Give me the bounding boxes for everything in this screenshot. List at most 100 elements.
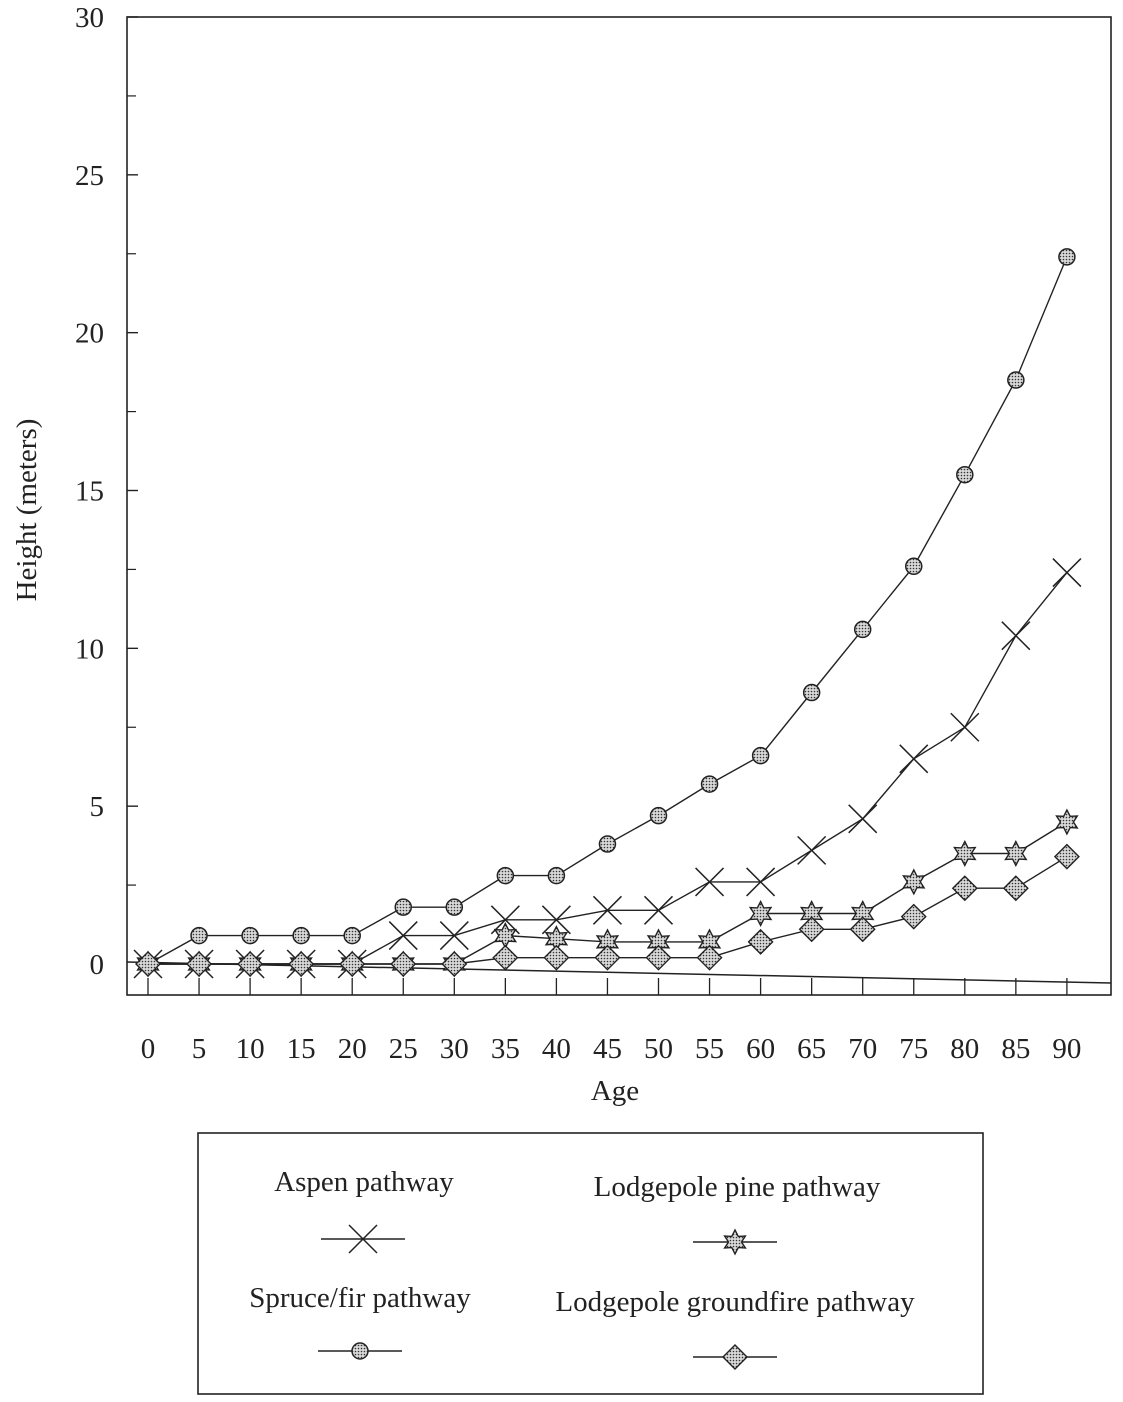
- x-marker-stroke: [1052, 558, 1082, 588]
- x-tick-label: 50: [644, 1033, 673, 1065]
- x-tick-label: 55: [695, 1033, 724, 1065]
- data-point: [288, 951, 315, 977]
- data-point: [441, 951, 468, 977]
- circle-marker: [853, 620, 872, 639]
- diamond-marker: [951, 875, 978, 902]
- diamond-marker: [594, 944, 621, 971]
- series-spruce-fir-pathway: [139, 248, 1076, 973]
- circle-marker: [547, 866, 566, 885]
- y-tick-label: 25: [75, 160, 104, 192]
- data-point: [748, 899, 773, 928]
- x-marker-stroke: [541, 905, 571, 935]
- circle-marker: [394, 898, 412, 916]
- x-tick-label: 85: [1001, 1033, 1030, 1065]
- x-marker-stroke: [746, 867, 776, 897]
- x-marker-stroke: [848, 804, 878, 834]
- data-point: [237, 951, 264, 977]
- data-point: [1055, 808, 1079, 836]
- legend-marker: [348, 1224, 378, 1254]
- axes: 0 5 10 15 20 25 30 0 5 10 15 20 25 30 35 40 45 50 55 60 65 70…: [75, 2, 1112, 1065]
- data-point: [696, 944, 723, 971]
- data-point: [798, 916, 825, 943]
- x-tick-label: 40: [542, 1033, 571, 1065]
- diamond-marker: [696, 944, 723, 971]
- data-point: [1007, 371, 1025, 389]
- data-point: [645, 944, 672, 971]
- data-point: [241, 926, 259, 945]
- x-marker-stroke: [899, 744, 929, 774]
- data-point: [1002, 875, 1029, 902]
- data-point: [643, 895, 674, 925]
- circle-marker: [802, 683, 821, 702]
- y-tick-label: 10: [75, 633, 104, 665]
- diamond-marker: [645, 944, 672, 971]
- data-point: [492, 944, 519, 971]
- x-tick-label: 15: [287, 1033, 316, 1065]
- data-point: [190, 926, 208, 945]
- x-tick-label: 25: [389, 1033, 418, 1065]
- circle-marker: [956, 465, 974, 484]
- diamond-marker: [288, 951, 315, 977]
- zero-baseline: [126, 961, 1112, 984]
- diamond-marker: [186, 951, 213, 977]
- legend-label-spruce-fir: Spruce/fir pathway: [249, 1282, 471, 1314]
- legend-marker: [351, 1342, 369, 1360]
- circle-marker: [343, 926, 361, 945]
- diamond-marker: [1053, 843, 1080, 870]
- series-line-spruce-fir-pathway: [147, 256, 1068, 965]
- data-point: [439, 921, 469, 951]
- circle-marker: [1058, 248, 1076, 266]
- diamond-marker: [441, 951, 468, 977]
- x-marker-stroke: [348, 1224, 378, 1254]
- data-point: [747, 928, 774, 955]
- data-point: [339, 951, 366, 977]
- data-point: [695, 867, 725, 897]
- legend-item-lodgepole-pine: Lodgepole pine pathway: [594, 1171, 881, 1256]
- data-point: [951, 875, 978, 902]
- data-point: [905, 557, 923, 576]
- series-lines: [133, 248, 1082, 979]
- diamond-marker: [747, 928, 774, 955]
- diamond-marker: [900, 903, 927, 930]
- x-tick-label: 5: [192, 1033, 207, 1065]
- legend-item-lodgepole-groundfire: Lodgepole groundfire pathway: [555, 1286, 915, 1370]
- x-marker-stroke: [592, 895, 622, 925]
- data-point: [1001, 621, 1031, 651]
- data-point: [598, 835, 617, 853]
- data-point: [594, 944, 621, 971]
- circle-marker: [751, 746, 770, 765]
- diamond-marker: [135, 951, 161, 977]
- data-point: [649, 806, 668, 825]
- star-marker: [902, 868, 926, 896]
- data-point: [394, 898, 412, 916]
- data-point: [853, 620, 872, 639]
- legend-marker: [723, 1228, 747, 1256]
- data-point: [496, 866, 515, 885]
- data-point: [746, 867, 776, 897]
- circle-marker: [445, 898, 464, 916]
- legend-label-lodgepole-groundfire: Lodgepole groundfire pathway: [555, 1286, 915, 1318]
- data-point: [1058, 248, 1076, 266]
- data-point: [343, 926, 361, 945]
- y-tick-label: 20: [75, 318, 104, 350]
- legend-marker-lodgepole-groundfire: [693, 1344, 777, 1370]
- x-tick-label: 20: [338, 1033, 367, 1065]
- data-point: [902, 868, 926, 896]
- legend-marker-lodgepole-pine: [693, 1228, 777, 1256]
- x-tick-label: 45: [593, 1033, 622, 1065]
- data-point: [1004, 839, 1028, 868]
- x-tick-label: 60: [746, 1033, 775, 1065]
- legend-item-spruce-fir: Spruce/fir pathway: [249, 1282, 471, 1360]
- data-point: [1052, 558, 1082, 588]
- star-marker: [723, 1228, 747, 1256]
- circle-marker: [1007, 371, 1025, 389]
- diamond-marker: [849, 916, 876, 943]
- data-point: [797, 835, 827, 865]
- star-marker: [1055, 808, 1079, 836]
- series-aspen-pathway: [133, 558, 1082, 979]
- y-tick-label: 5: [90, 791, 105, 823]
- legend-item-aspen: Aspen pathway: [274, 1166, 454, 1254]
- series-line-aspen-pathway: [148, 572, 1068, 965]
- data-point: [543, 944, 570, 971]
